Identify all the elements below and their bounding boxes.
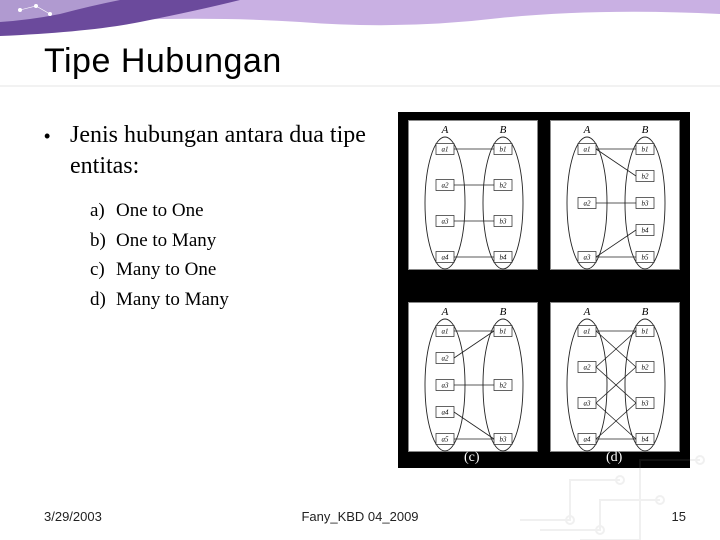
panel-a: A Ba1 a2 a3 a4 b1 b2 b3 b4	[408, 120, 538, 270]
svg-text:b1: b1	[500, 146, 507, 154]
svg-text:b1: b1	[642, 146, 649, 154]
svg-text:b1: b1	[642, 328, 649, 336]
svg-text:b2: b2	[642, 364, 650, 372]
caption-c: (c)	[464, 450, 480, 466]
list-item: d)Many to Many	[90, 285, 370, 314]
list-item: c)Many to One	[90, 255, 370, 284]
item-text: Many to One	[116, 259, 216, 280]
svg-text:b2: b2	[500, 182, 508, 190]
svg-text:a2: a2	[584, 364, 592, 372]
svg-text:a1: a1	[584, 146, 591, 154]
footer-center: Fany_KBD 04_2009	[0, 509, 720, 524]
svg-text:a1: a1	[442, 146, 449, 154]
svg-text:a2: a2	[442, 182, 450, 190]
svg-text:b3: b3	[500, 218, 508, 226]
svg-text:a3: a3	[584, 254, 592, 262]
svg-text:b3: b3	[642, 200, 650, 208]
page-title: Tipe Hubungan	[44, 42, 282, 81]
marker: b)	[90, 226, 116, 255]
svg-text:A: A	[441, 124, 449, 136]
svg-text:a4: a4	[442, 409, 450, 417]
svg-text:B: B	[500, 124, 507, 136]
svg-text:B: B	[500, 306, 507, 318]
svg-text:b1: b1	[500, 328, 507, 336]
svg-text:A: A	[583, 124, 591, 136]
svg-text:b2: b2	[642, 173, 650, 181]
svg-text:a1: a1	[584, 328, 591, 336]
svg-text:b4: b4	[642, 227, 650, 235]
body-text: • Jenis hubungan antara dua tipe entitas…	[70, 120, 370, 314]
list-item: b)One to Many	[90, 226, 370, 255]
panel-b: A Ba1 a2 a3 b1 b2 b3 b4 b5	[550, 120, 680, 270]
marker: d)	[90, 285, 116, 314]
bullet-icon: •	[44, 126, 50, 147]
item-text: One to One	[116, 200, 204, 221]
svg-text:a2: a2	[584, 200, 592, 208]
footer-page: 15	[672, 509, 686, 524]
svg-text:a5: a5	[442, 436, 450, 444]
svg-text:a4: a4	[442, 254, 450, 262]
svg-text:a3: a3	[442, 382, 450, 390]
svg-text:b5: b5	[642, 254, 650, 262]
svg-text:b4: b4	[500, 254, 508, 262]
svg-text:B: B	[642, 306, 649, 318]
item-text: One to Many	[116, 230, 216, 251]
intro-text: Jenis hubungan antara dua tipe entitas:	[70, 120, 370, 182]
svg-text:B: B	[642, 124, 649, 136]
svg-text:b2: b2	[500, 382, 508, 390]
marker: a)	[90, 196, 116, 225]
svg-text:A: A	[441, 306, 449, 318]
svg-text:a1: a1	[442, 328, 449, 336]
slide: Tipe Hubungan • Jenis hubungan antara du…	[0, 0, 720, 540]
svg-text:a2: a2	[442, 355, 450, 363]
relationship-list: a)One to One b)One to Many c)Many to One…	[90, 196, 370, 314]
marker: c)	[90, 255, 116, 284]
item-text: Many to Many	[116, 289, 229, 310]
svg-text:a3: a3	[442, 218, 450, 226]
list-item: a)One to One	[90, 196, 370, 225]
svg-text:A: A	[583, 306, 591, 318]
